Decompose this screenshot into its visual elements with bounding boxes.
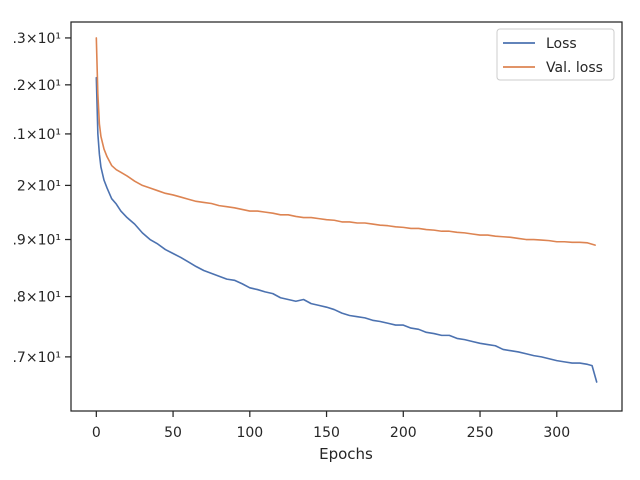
- x-tick-label-1: 50: [164, 425, 182, 441]
- y-tick-label-3: 2×10¹: [17, 178, 61, 194]
- y-tick-label-1: .8×10¹: [12, 290, 61, 306]
- x-tick-label-3: 150: [313, 425, 340, 441]
- y-tick-label-2: .9×10¹: [12, 233, 61, 249]
- y-tick-label-5: .2×10¹: [12, 78, 61, 94]
- series-line-0: [95, 76, 598, 383]
- x-tick-label-2: 100: [236, 425, 263, 441]
- legend-label-1: Val. loss: [546, 60, 603, 76]
- y-tick-label-0: .7×10¹: [12, 350, 61, 366]
- y-tick-label-6: .3×10¹: [12, 31, 61, 47]
- legend: Loss Val. loss: [496, 28, 615, 81]
- x-tick-label-0: 0: [92, 425, 101, 441]
- x-tick-label-5: 250: [467, 425, 494, 441]
- plot-area: [71, 22, 622, 411]
- legend-label-0: Loss: [546, 36, 577, 52]
- x-tick-label-6: 300: [543, 425, 570, 441]
- series-layer: [95, 37, 598, 383]
- y-tick-label-4: .1×10¹: [12, 127, 61, 143]
- x-tick-label-4: 200: [390, 425, 417, 441]
- x-axis-title: Epochs: [319, 445, 373, 463]
- x-axis-ticks: 0 50 100 150 200 250 300: [92, 411, 570, 441]
- y-axis-ticks: .7×10¹ .8×10¹ .9×10¹ 2×10¹ .1×10¹ .2×10¹ .3×10…: [12, 31, 71, 366]
- plot-frame: [70, 21, 623, 412]
- series-line-1: [95, 37, 596, 246]
